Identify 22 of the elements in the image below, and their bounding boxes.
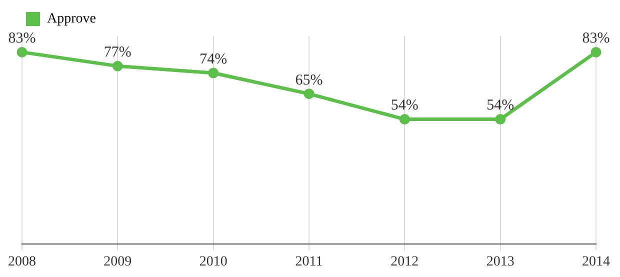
point bbox=[208, 68, 219, 78]
x-tick-label: 2012 bbox=[390, 254, 419, 270]
point bbox=[495, 114, 506, 125]
legend-label: Approve bbox=[47, 12, 96, 27]
x-tick-label: 2010 bbox=[199, 254, 228, 270]
data-label: 54% bbox=[486, 98, 514, 114]
x-tick-label: 2013 bbox=[486, 254, 514, 270]
data-label: 65% bbox=[295, 72, 323, 88]
point bbox=[590, 46, 602, 58]
data-label: 83% bbox=[8, 30, 36, 47]
point bbox=[399, 114, 410, 125]
point bbox=[16, 46, 28, 58]
x-tick-label: 2008 bbox=[8, 254, 36, 270]
x-tick-label: 2014 bbox=[582, 254, 610, 270]
data-label: 83% bbox=[582, 30, 610, 47]
x-tick-label: 2009 bbox=[104, 254, 132, 270]
data-label: 74% bbox=[200, 51, 228, 68]
point bbox=[304, 88, 314, 100]
data-label: 77% bbox=[104, 44, 132, 61]
point bbox=[112, 60, 123, 72]
data-label: 54% bbox=[390, 98, 418, 114]
x-tick-label: 2011 bbox=[295, 254, 323, 270]
